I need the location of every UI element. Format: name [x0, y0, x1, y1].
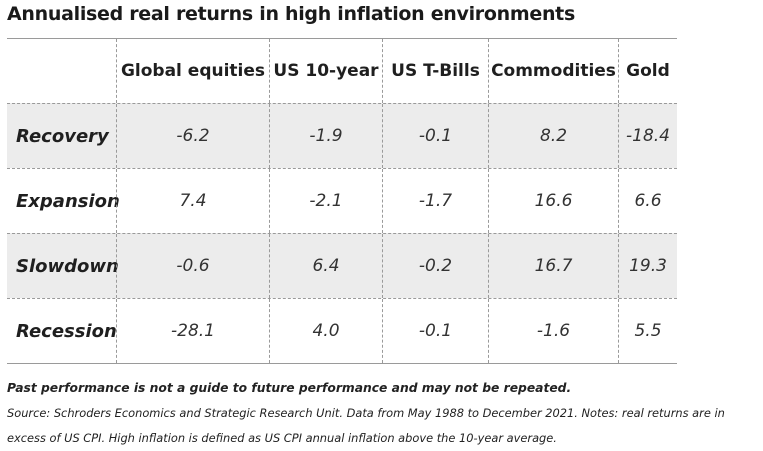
table-cell: -0.1 [382, 104, 488, 168]
table-row-recession: Recession -28.1 4.0 -0.1 -1.6 5.5 [7, 298, 677, 363]
table-cell: 19.3 [618, 234, 677, 298]
table-cell: -1.6 [488, 299, 618, 363]
row-label-recession: Recession [16, 320, 117, 342]
table-cell: -0.1 [382, 299, 488, 363]
column-header-commodities: Commodities [488, 39, 618, 103]
table-cell: -6.2 [116, 104, 269, 168]
table-cell: 7.4 [116, 169, 269, 233]
row-label-recovery: Recovery [16, 125, 109, 147]
table-cell: 5.5 [618, 299, 677, 363]
column-header-us-10-year: US 10-year [269, 39, 382, 103]
row-label-expansion: Expansion [16, 190, 120, 212]
footnotes: Past performance is not a guide to futur… [7, 377, 763, 451]
table-title: Annualised real returns in high inflatio… [7, 3, 575, 25]
table-cell: -0.6 [116, 234, 269, 298]
column-header-global-equities: Global equities [116, 39, 269, 103]
column-header-gold: Gold [618, 39, 677, 103]
table-cell: 4.0 [269, 299, 382, 363]
performance-disclaimer: Past performance is not a guide to futur… [7, 381, 572, 395]
table-row-expansion: Expansion 7.4 -2.1 -1.7 16.6 6.6 [7, 168, 677, 233]
header-corner [7, 39, 116, 103]
column-header-us-t-bills: US T-Bills [382, 39, 488, 103]
source-note: Source: Schroders Economics and Strategi… [7, 406, 725, 445]
table-cell: 6.4 [269, 234, 382, 298]
table-cell: 6.6 [618, 169, 677, 233]
table-cell: -18.4 [618, 104, 677, 168]
table-cell: -2.1 [269, 169, 382, 233]
table-cell: -28.1 [116, 299, 269, 363]
table-cell: -1.7 [382, 169, 488, 233]
table-cell: 8.2 [488, 104, 618, 168]
row-label-slowdown: Slowdown [16, 255, 119, 277]
returns-table: Global equities US 10-year US T-Bills Co… [7, 38, 677, 364]
table-cell: 16.6 [488, 169, 618, 233]
table-cell: -0.2 [382, 234, 488, 298]
table-cell: 16.7 [488, 234, 618, 298]
table-row-recovery: Recovery -6.2 -1.9 -0.1 8.2 -18.4 [7, 103, 677, 168]
table-header-row: Global equities US 10-year US T-Bills Co… [7, 39, 677, 103]
table-cell: -1.9 [269, 104, 382, 168]
table-row-slowdown: Slowdown -0.6 6.4 -0.2 16.7 19.3 [7, 233, 677, 298]
